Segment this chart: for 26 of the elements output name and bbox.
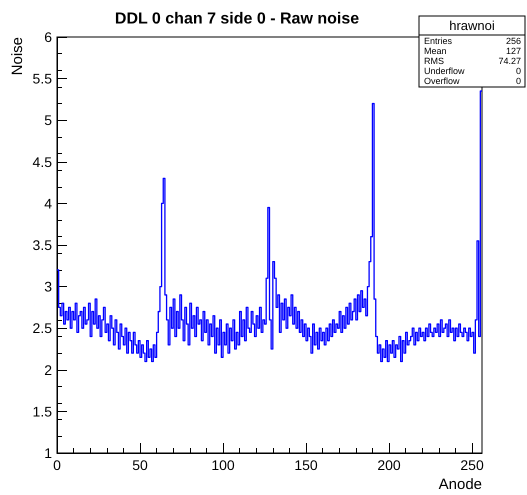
y-axis-title: Noise [9, 37, 26, 76]
x-tick-label: 0 [53, 457, 62, 473]
y-tick-label: 3 [44, 278, 52, 295]
y-tick-label: 4 [44, 195, 52, 212]
text: Entries 256 [424, 36, 521, 46]
text: Underflow 0 [424, 66, 521, 76]
y-tick-label: 5.5 [32, 70, 52, 87]
x-tick-label: 50 [132, 457, 148, 473]
x-axis-title: Anode [438, 476, 482, 493]
text: Mean 127 [424, 46, 521, 56]
y-tick-label: 2 [44, 362, 52, 378]
x-tick-label: 200 [377, 457, 401, 473]
y-tick-label: 3.5 [32, 237, 52, 253]
y-tick-label: 6 [44, 29, 52, 45]
x-tick-label: 250 [460, 457, 484, 473]
text: Overflow 0 [424, 76, 521, 86]
y-tick-label: 1 [44, 445, 52, 461]
x-tick-label: 100 [211, 457, 235, 473]
x-tick-label: 150 [294, 457, 318, 473]
y-tick-label: 4.5 [32, 154, 52, 170]
y-tick-label: 5 [44, 112, 52, 128]
text: RMS 74.27 [424, 56, 521, 66]
y-tick-label: 1.5 [32, 403, 52, 420]
y-tick-label: 2.5 [32, 320, 52, 336]
chart-title: DDL 0 chan 7 side 0 - Raw noise [114, 10, 360, 28]
text: hrawnoi [449, 18, 495, 33]
